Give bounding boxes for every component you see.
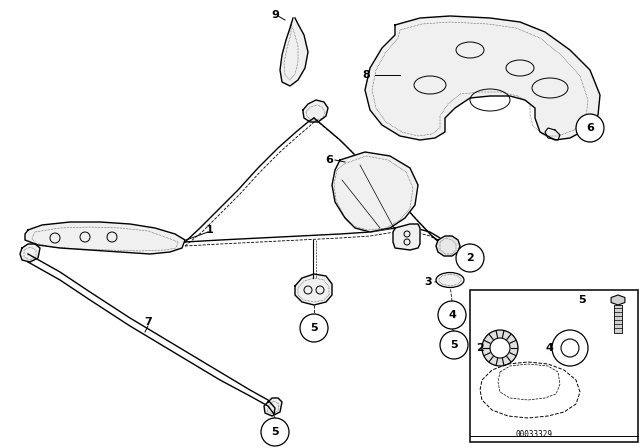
Text: 1: 1	[206, 225, 214, 235]
Circle shape	[261, 418, 289, 446]
Polygon shape	[280, 18, 308, 86]
Polygon shape	[303, 100, 328, 122]
Text: 3: 3	[424, 277, 432, 287]
Text: 5: 5	[271, 427, 279, 437]
Text: 5: 5	[578, 295, 586, 305]
Text: 6: 6	[325, 155, 333, 165]
Polygon shape	[393, 224, 420, 250]
Polygon shape	[365, 16, 600, 140]
Circle shape	[576, 114, 604, 142]
Polygon shape	[295, 274, 332, 305]
Text: 8: 8	[362, 70, 370, 80]
Polygon shape	[436, 236, 460, 256]
Text: 6: 6	[586, 123, 594, 133]
Text: 4: 4	[545, 343, 553, 353]
Text: 9: 9	[271, 10, 279, 20]
Circle shape	[300, 314, 328, 342]
Bar	[614, 305, 622, 333]
Polygon shape	[20, 244, 40, 262]
Text: 4: 4	[448, 310, 456, 320]
Polygon shape	[264, 398, 282, 416]
Text: 5: 5	[310, 323, 318, 333]
Text: 2: 2	[466, 253, 474, 263]
Text: 5: 5	[450, 340, 458, 350]
Circle shape	[440, 331, 468, 359]
Ellipse shape	[436, 272, 464, 288]
Text: 2: 2	[476, 343, 484, 353]
Circle shape	[438, 301, 466, 329]
Circle shape	[456, 244, 484, 272]
Circle shape	[490, 338, 510, 358]
Bar	[470, 290, 638, 442]
Circle shape	[482, 330, 518, 366]
Polygon shape	[25, 222, 185, 254]
Polygon shape	[332, 152, 418, 232]
Text: 7: 7	[144, 317, 152, 327]
Text: 00033329: 00033329	[515, 430, 552, 439]
Polygon shape	[611, 295, 625, 305]
